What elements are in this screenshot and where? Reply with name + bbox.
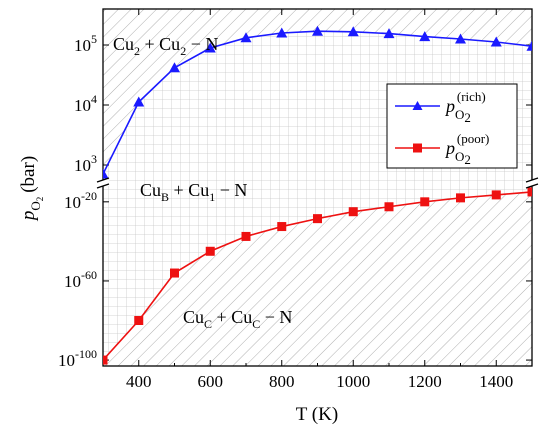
y-lower-tick-label: 10-100	[58, 347, 97, 370]
legend-marker-triangle	[412, 101, 423, 110]
x-tick-label: 1400	[479, 372, 513, 391]
break-mark-right	[525, 177, 539, 183]
data-point-square	[491, 190, 501, 200]
data-point-triangle	[383, 28, 395, 39]
data-point-triangle	[347, 26, 359, 37]
y-lower-tick-label: 10-60	[64, 268, 97, 291]
data-point-square	[205, 246, 215, 256]
break-gap-right	[526, 180, 538, 186]
legend-marker-square	[413, 143, 422, 153]
data-point-triangle	[312, 25, 323, 36]
x-tick-label: 1200	[408, 372, 442, 391]
break-mark-right	[525, 183, 539, 189]
data-point-square	[103, 355, 108, 365]
y-axis-title: pO2(bar)	[18, 156, 45, 222]
data-point-square	[456, 193, 465, 203]
data-point-triangle	[133, 96, 145, 107]
y-lower-tick-label: 10-20	[64, 189, 97, 212]
series-layer	[103, 25, 532, 365]
data-point-square	[277, 222, 287, 232]
data-point-square	[134, 316, 144, 326]
x-tick-label: 800	[269, 372, 295, 391]
region-label-cub-cu1-n: CuB + Cu1 − N	[140, 180, 247, 204]
legend: pO2(rich) pO2(poor)	[386, 83, 518, 169]
data-point-square	[527, 187, 532, 197]
data-point-triangle	[240, 32, 252, 43]
region-label-cu2-cu2-n: Cu2 + Cu2 − N	[113, 34, 218, 58]
data-point-square	[313, 214, 322, 224]
data-point-triangle	[526, 40, 532, 51]
break-mark-left	[96, 183, 110, 189]
legend-label-rich: pO2(rich)	[444, 89, 486, 125]
data-point-triangle	[169, 62, 180, 73]
legend-entry-poor: pO2(poor)	[395, 131, 489, 167]
x-axis-title: T (K)	[296, 404, 338, 425]
region-cuc-shading	[103, 191, 532, 366]
break-gap-left	[97, 180, 109, 186]
data-point-square	[170, 268, 179, 278]
data-point-triangle	[103, 168, 109, 179]
x-tick-label: 400	[126, 372, 152, 391]
region-shading	[103, 9, 532, 366]
legend-label-poor: pO2(poor)	[444, 131, 489, 167]
axis-break	[96, 177, 539, 189]
break-mark-left	[96, 177, 110, 183]
data-point-square	[384, 202, 394, 212]
legend-box	[386, 83, 518, 169]
data-point-triangle	[276, 27, 288, 38]
axis-ticks: 400 600 800 1000 1200 1400 103 104 105 10-20 10-60…	[58, 9, 533, 391]
data-point-triangle	[455, 33, 466, 44]
legend-entry-rich: pO2(rich)	[395, 89, 486, 125]
y-upper-tick-label: 105	[74, 32, 97, 55]
y-upper-tick-label: 103	[74, 152, 97, 175]
x-tick-label: 1000	[336, 372, 370, 391]
y-upper-tick-label: 104	[74, 92, 97, 115]
data-point-triangle	[490, 36, 502, 47]
x-tick-label: 600	[198, 372, 224, 391]
region-cu2-shading	[103, 9, 532, 174]
data-point-triangle	[419, 31, 431, 42]
data-point-square	[420, 197, 430, 207]
region-label-cuc-cuc-n: CuC + CuC − N	[183, 307, 292, 331]
data-point-square	[348, 207, 358, 217]
data-point-square	[241, 231, 251, 241]
data-point-triangle	[204, 42, 216, 53]
